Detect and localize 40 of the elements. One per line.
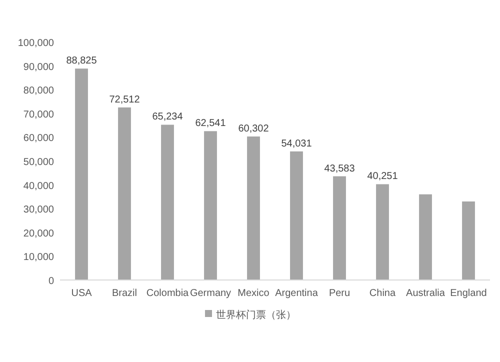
y-tick-label: 70,000 <box>23 109 54 120</box>
x-tick-label: Germany <box>190 288 232 299</box>
y-tick-label: 0 <box>48 276 54 287</box>
bar <box>333 176 346 280</box>
data-label: 65,234 <box>152 112 184 123</box>
x-tick-label: England <box>450 288 487 299</box>
x-tick-label: Peru <box>328 288 350 299</box>
bar <box>204 131 217 280</box>
data-label: 43,583 <box>324 163 356 174</box>
data-label: 60,302 <box>238 123 270 134</box>
y-tick-label: 20,000 <box>23 228 54 240</box>
y-tick-label: 100,000 <box>18 38 54 49</box>
x-tick-label: Mexico <box>238 288 270 299</box>
data-label: 54,031 <box>281 138 312 150</box>
y-tick-label: 40,000 <box>23 180 54 192</box>
y-tick-label: 50,000 <box>23 157 54 168</box>
y-tick-label: 90,000 <box>23 62 54 73</box>
bar <box>462 201 475 280</box>
x-tick-label: USA <box>71 288 92 299</box>
bar <box>118 107 131 280</box>
legend-label: 世界杯门票（张） <box>216 309 296 321</box>
bar <box>419 194 432 280</box>
x-tick-label: Brazil <box>112 288 138 299</box>
x-tick-label: Argentina <box>275 288 318 299</box>
x-tick-label: China <box>369 288 396 299</box>
bar <box>247 136 260 280</box>
bar <box>376 184 389 280</box>
y-tick-label: 80,000 <box>23 86 54 97</box>
x-tick-label: Colombia <box>146 288 190 299</box>
data-label: 88,825 <box>66 56 98 67</box>
data-label: 40,251 <box>367 171 398 182</box>
bar <box>75 68 88 280</box>
y-tick-label: 30,000 <box>23 204 54 216</box>
x-tick-label: Australia <box>406 288 446 299</box>
data-label: 72,512 <box>109 94 140 106</box>
bar <box>161 124 174 280</box>
bar <box>290 151 303 280</box>
y-tick-label: 10,000 <box>23 252 54 264</box>
data-label: 62,541 <box>195 118 226 130</box>
y-tick-label: 60,000 <box>23 133 54 144</box>
